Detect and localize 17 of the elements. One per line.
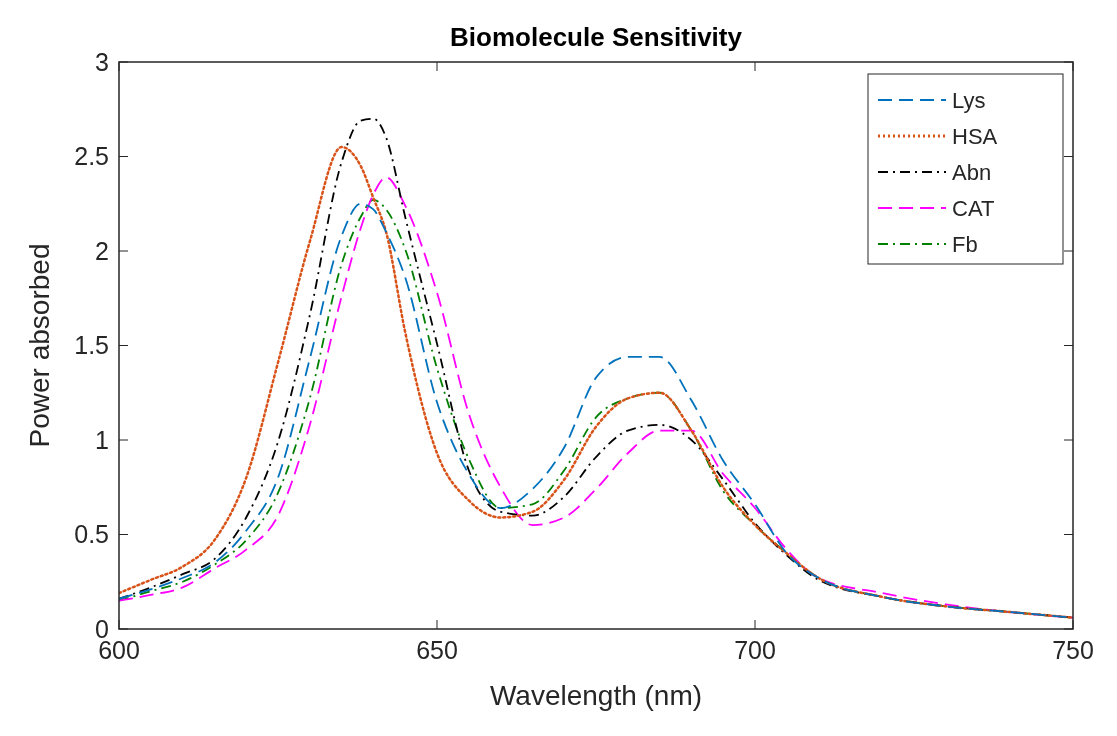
y-axis-title: Power absorbed [24,243,55,448]
y-tick-label: 2.5 [74,142,109,171]
x-tick-label: 750 [1052,636,1094,664]
y-tick-label: 3 [95,47,109,76]
legend-label: Lys [952,87,986,113]
y-tick-label: 1 [95,425,109,454]
legend-label: Fb [952,231,978,257]
chart-title: Biomolecule Sensitivity [450,22,743,52]
x-tick-label: 700 [734,636,776,664]
legend-label: CAT [952,195,995,221]
legend-label: HSA [952,123,998,149]
legend-label: Abn [952,159,992,185]
y-tick-label: 0.5 [74,520,109,549]
y-tick-label: 1.5 [74,331,109,360]
y-tick-label: 2 [95,236,109,265]
x-tick-label: 650 [416,636,458,664]
x-axis-title: Wavelength (nm) [489,680,703,711]
